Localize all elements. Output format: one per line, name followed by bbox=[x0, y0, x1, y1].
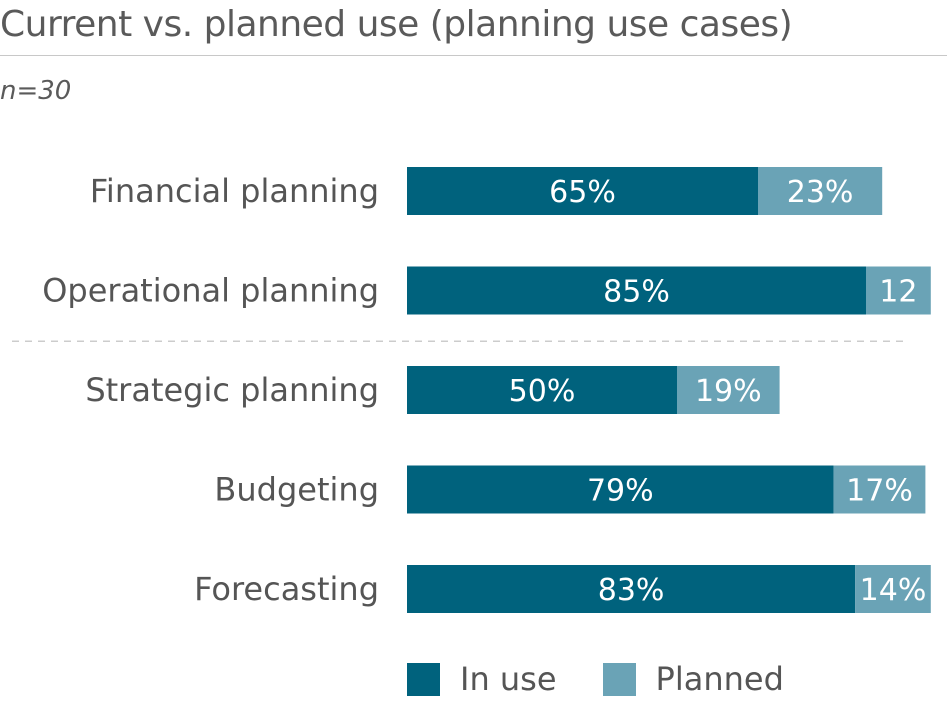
value-label-planned-operational-planning: 12 bbox=[879, 275, 917, 310]
legend-label-in-use: In use bbox=[460, 660, 557, 698]
title-divider bbox=[0, 55, 947, 56]
legend-item-planned: Planned bbox=[602, 660, 784, 698]
category-label-strategic-planning: Strategic planning bbox=[85, 371, 379, 409]
category-label-forecasting: Forecasting bbox=[194, 570, 379, 608]
bar-planned-forecasting bbox=[855, 565, 931, 613]
value-label-planned-strategic-planning: 19% bbox=[695, 374, 762, 409]
bar-planned-strategic-planning bbox=[677, 366, 780, 414]
bar-in-use-budgeting bbox=[407, 465, 834, 514]
value-label-in-use-financial-planning: 65% bbox=[549, 175, 616, 210]
value-label-planned-financial-planning: 23% bbox=[787, 175, 854, 210]
bar-in-use-strategic-planning bbox=[407, 366, 677, 414]
value-label-in-use-strategic-planning: 50% bbox=[509, 374, 576, 409]
stacked-bar-chart: Financial planning 65% 23% Operational plan… bbox=[12, 167, 931, 613]
bar-planned-budgeting bbox=[833, 465, 926, 514]
category-label-financial-planning: Financial planning bbox=[90, 172, 379, 210]
category-label-budgeting: Budgeting bbox=[214, 471, 379, 509]
value-label-in-use-operational-planning: 85% bbox=[603, 275, 670, 310]
legend-swatch-planned bbox=[602, 662, 636, 696]
bar-in-use-operational-planning bbox=[407, 266, 866, 315]
value-label-planned-budgeting: 17% bbox=[846, 474, 913, 509]
category-label-operational-planning: Operational planning bbox=[42, 272, 379, 310]
value-label-in-use-forecasting: 83% bbox=[598, 573, 665, 608]
value-label-planned-forecasting: 14% bbox=[860, 573, 927, 608]
sample-size: n=30 bbox=[0, 76, 72, 106]
value-label-in-use-budgeting: 79% bbox=[587, 474, 654, 509]
bar-in-use-financial-planning bbox=[407, 167, 758, 215]
bar-planned-financial-planning bbox=[758, 167, 883, 215]
bar-planned-operational-planning bbox=[866, 266, 931, 315]
chart-legend: In use Planned bbox=[407, 660, 830, 698]
legend-item-in-use: In use bbox=[407, 660, 557, 698]
legend-label-planned: Planned bbox=[655, 660, 784, 698]
chart-title: Current vs. planned use (planning use ca… bbox=[0, 4, 793, 45]
legend-swatch-in-use bbox=[407, 662, 440, 696]
bar-in-use-forecasting bbox=[407, 565, 856, 613]
